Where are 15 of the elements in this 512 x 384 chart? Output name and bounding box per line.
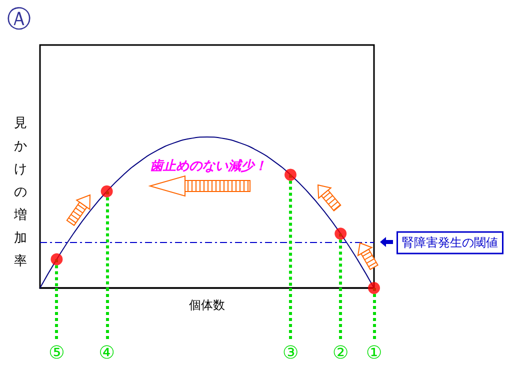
- point: [100, 185, 113, 198]
- x-tick-label: ⑤: [48, 342, 65, 364]
- x-tick-label: ③: [282, 342, 299, 364]
- chart-title: Ⓐ: [7, 5, 31, 33]
- point: [334, 228, 347, 240]
- x-tick-label: ④: [98, 342, 115, 364]
- y-axis-title: 見かけの増加率: [13, 116, 27, 269]
- point: [368, 282, 380, 294]
- x-tick-label: ②: [332, 342, 349, 364]
- x-axis-title: 個体数: [189, 298, 225, 312]
- point: [50, 253, 63, 266]
- point: [284, 168, 296, 181]
- ref-line-label: 腎障害発生の閾値: [402, 236, 498, 250]
- annotation: 歯止めのない減少！: [150, 159, 267, 174]
- x-tick-label: ①: [366, 342, 382, 364]
